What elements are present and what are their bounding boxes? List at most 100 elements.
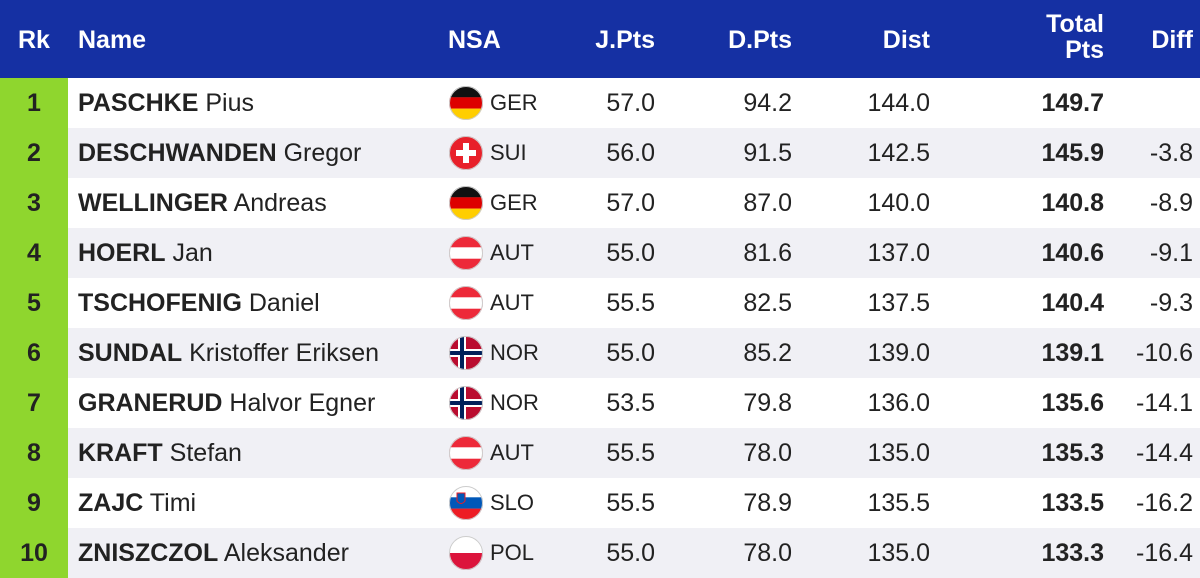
rank-cell	[0, 228, 68, 278]
flag	[449, 536, 483, 570]
athlete-name: WELLINGER Andreas	[78, 178, 327, 228]
dpts: 87.0	[743, 189, 792, 217]
diff: -3.8	[1149, 139, 1193, 167]
diff: -16.2	[1136, 489, 1193, 517]
flag	[449, 336, 483, 370]
nsa: AUT	[490, 240, 534, 265]
dpts: 81.6	[743, 239, 792, 267]
athlete-name: ZAJC Timi	[78, 478, 196, 528]
given-name: Kristoffer Eriksen	[189, 339, 380, 367]
nsa: GER	[490, 190, 538, 215]
table-row: 3 WELLINGER Andreas GER 57.0 87.0 140.0 140.8 -…	[0, 178, 1200, 228]
jpts: 57.0	[606, 89, 655, 117]
athlete-name: TSCHOFENIG Daniel	[78, 278, 320, 328]
jpts: 55.0	[606, 539, 655, 567]
athlete-name: GRANERUD Halvor Egner	[78, 378, 375, 428]
diff: -8.9	[1149, 189, 1193, 217]
dpts: 79.8	[743, 389, 792, 417]
surname: DESCHWANDEN	[78, 139, 277, 167]
surname: TSCHOFENIG	[78, 289, 242, 317]
dpts: 91.5	[743, 139, 792, 167]
diff: -14.4	[1136, 439, 1193, 467]
total: 140.4	[1041, 289, 1104, 317]
rank: 4	[27, 239, 41, 267]
nsa: AUT	[490, 290, 534, 315]
jpts: 55.5	[606, 489, 655, 517]
total: 149.7	[1041, 89, 1104, 117]
dpts: 82.5	[743, 289, 792, 317]
dpts: 78.0	[743, 539, 792, 567]
jpts: 53.5	[606, 389, 655, 417]
nsa: SUI	[490, 140, 527, 165]
total: 135.3	[1041, 439, 1104, 467]
athlete-name: DESCHWANDEN Gregor	[78, 128, 361, 178]
total: 140.6	[1041, 239, 1104, 267]
dist: 140.0	[867, 189, 930, 217]
given-name: Pius	[205, 89, 254, 117]
nsa: AUT	[490, 440, 534, 465]
given-name: Andreas	[233, 189, 327, 217]
table-row: 10 ZNISZCZOL Aleksander POL 55.0 78.0 135.0 13…	[0, 528, 1200, 578]
dpts: 94.2	[743, 89, 792, 117]
nsa: GER	[490, 90, 538, 115]
rank-cell	[0, 178, 68, 228]
surname: ZNISZCZOL	[78, 539, 219, 567]
surname: HOERL	[78, 239, 166, 267]
surname: SUNDAL	[78, 339, 183, 367]
table-row: 6 SUNDAL Kristoffer Eriksen NOR 55.0 85.2 139…	[0, 328, 1200, 378]
nsa: SLO	[490, 490, 535, 515]
nsa: NOR	[490, 340, 539, 365]
given-name: Stefan	[169, 439, 242, 467]
flag	[449, 136, 483, 170]
jpts: 55.0	[606, 339, 655, 367]
rank: 7	[27, 389, 41, 417]
given-name: Aleksander	[223, 539, 349, 567]
given-name: Timi	[149, 489, 197, 517]
dist: 135.0	[867, 439, 930, 467]
table-row: 8 KRAFT Stefan AUT 55.5 78.0 135.0 135.3 -14.4	[0, 428, 1200, 478]
total: 145.9	[1041, 139, 1104, 167]
rank: 6	[27, 339, 41, 367]
flag	[449, 486, 483, 520]
rank-cell	[0, 278, 68, 328]
rank: 1	[27, 89, 41, 117]
total: 133.3	[1041, 539, 1104, 567]
dist: 142.5	[867, 139, 930, 167]
header-dist: Dist	[882, 26, 930, 54]
athlete-name: KRAFT Stefan	[78, 428, 242, 478]
dist: 135.5	[867, 489, 930, 517]
rank: 2	[27, 139, 41, 167]
rank-cell	[0, 378, 68, 428]
table-row: 5 TSCHOFENIG Daniel AUT 55.5 82.5 137.5 140.4 -…	[0, 278, 1200, 328]
dpts: 85.2	[743, 339, 792, 367]
jpts: 55.0	[606, 239, 655, 267]
jpts: 55.5	[606, 439, 655, 467]
header-dpts: D.Pts	[728, 26, 792, 54]
dist: 135.0	[867, 539, 930, 567]
total: 133.5	[1041, 489, 1104, 517]
dist: 136.0	[867, 389, 930, 417]
header-nsa: NSA	[448, 26, 501, 54]
dpts: 78.0	[743, 439, 792, 467]
rank-cell	[0, 428, 68, 478]
total: 135.6	[1041, 389, 1104, 417]
rank: 8	[27, 439, 41, 467]
surname: KRAFT	[78, 439, 163, 467]
nsa: POL	[490, 540, 535, 565]
total: 139.1	[1041, 339, 1104, 367]
diff: -10.6	[1136, 339, 1193, 367]
rank-cell	[0, 528, 68, 578]
dist: 144.0	[867, 89, 930, 117]
jpts: 56.0	[606, 139, 655, 167]
header-jpts: J.Pts	[595, 26, 655, 54]
header-name: Name	[78, 26, 147, 54]
header-diff: Diff	[1151, 26, 1193, 54]
table-row: 2 DESCHWANDEN Gregor SUI 56.0 91.5 142.5 145.9…	[0, 128, 1200, 178]
surname: ZAJC	[78, 489, 144, 517]
diff: -9.1	[1149, 239, 1193, 267]
flag	[449, 186, 483, 220]
diff: -9.3	[1149, 289, 1193, 317]
flag	[449, 286, 483, 320]
diff: -16.4	[1136, 539, 1193, 567]
